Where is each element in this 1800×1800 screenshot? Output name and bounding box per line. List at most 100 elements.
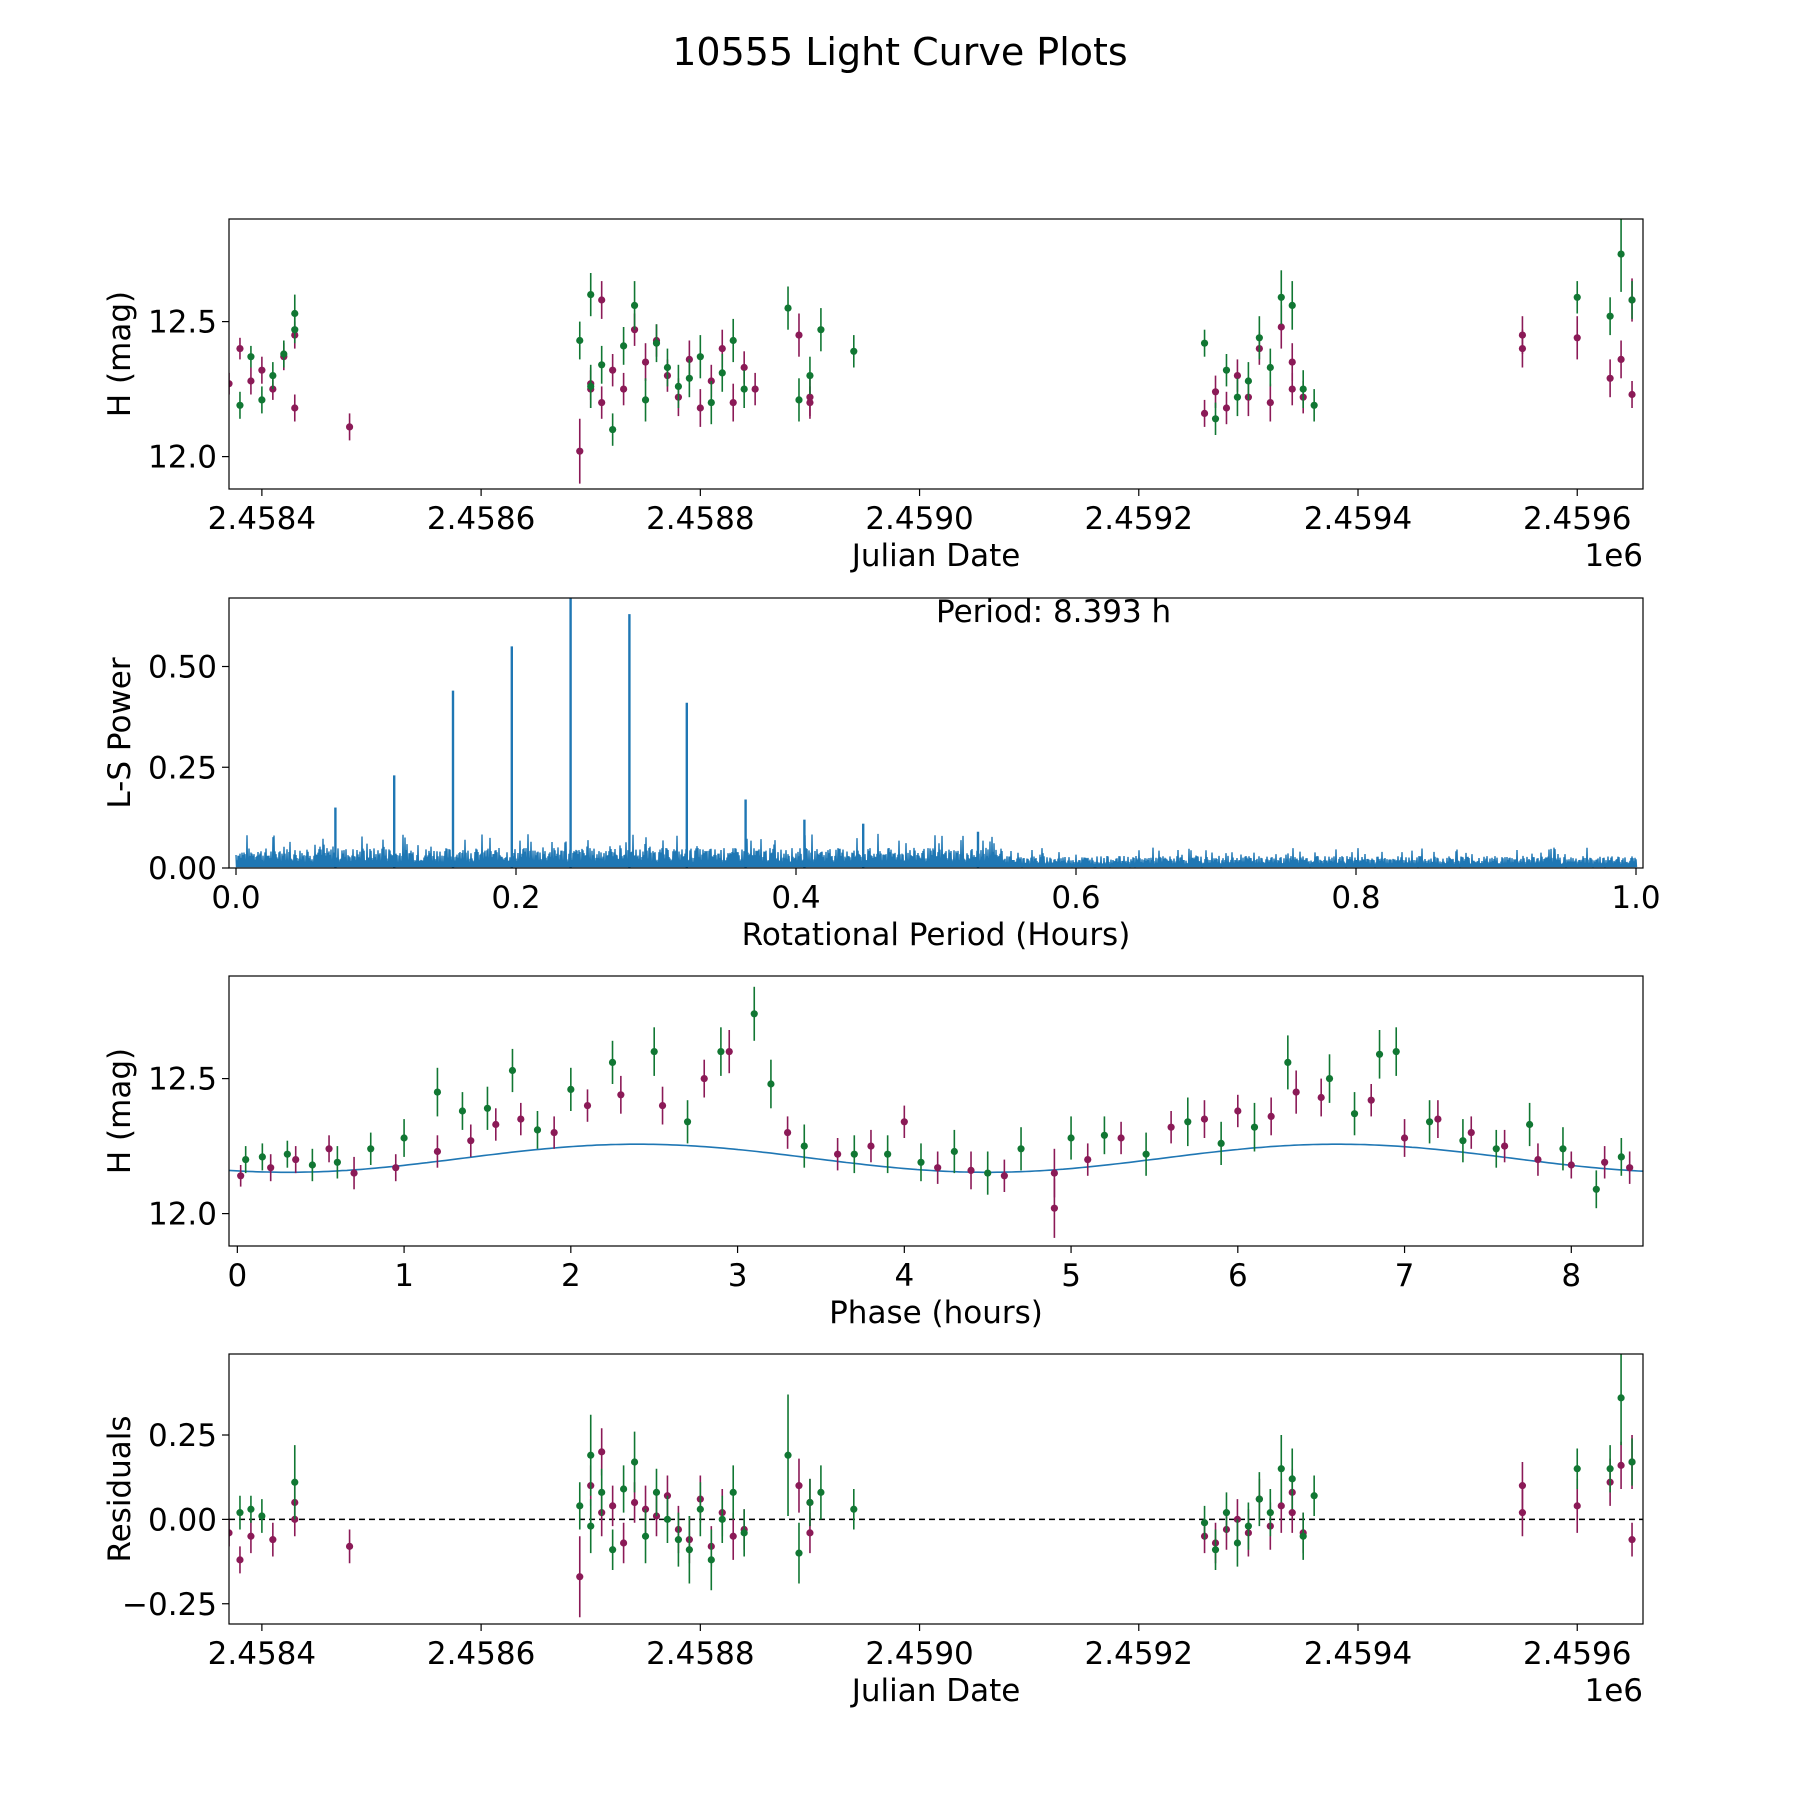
data-point	[1617, 250, 1625, 258]
data-point	[707, 399, 715, 407]
data-point	[1628, 296, 1636, 304]
data-point	[1277, 293, 1285, 301]
data-point	[1573, 1502, 1581, 1510]
data-point	[1400, 1134, 1409, 1142]
data-point	[400, 1134, 408, 1142]
x-tick-label: 7	[1395, 1258, 1415, 1294]
x-tick-label: 0.4	[771, 880, 820, 916]
y-tick-label: 12.5	[148, 1062, 217, 1098]
data-point	[587, 1522, 595, 1530]
data-point	[1266, 363, 1274, 372]
data-point	[1434, 1115, 1442, 1123]
data-point	[517, 1115, 525, 1123]
data-point	[583, 1102, 592, 1110]
data-point	[729, 336, 737, 345]
x-tick-label: 0.2	[491, 880, 540, 916]
data-point	[1459, 1137, 1467, 1145]
data-point	[767, 1080, 775, 1088]
y-tick-label: 12.0	[148, 440, 217, 476]
data-point	[1244, 1522, 1252, 1530]
x-tick-label: 2	[561, 1258, 581, 1294]
data-point	[900, 1118, 908, 1126]
data-point	[229, 1529, 233, 1537]
data-point	[683, 1118, 692, 1126]
data-point	[567, 1085, 575, 1093]
data-point	[696, 353, 704, 361]
plot-area-p1	[229, 219, 1636, 484]
x-tick-label: 2.4596	[1523, 1636, 1631, 1672]
data-point	[834, 1150, 842, 1158]
data-point	[236, 1556, 244, 1564]
data-point	[598, 399, 606, 407]
data-point	[630, 301, 639, 309]
data-point	[1299, 385, 1307, 393]
data-point	[806, 372, 814, 380]
data-point	[1617, 355, 1625, 363]
data-point	[1518, 345, 1527, 353]
data-point	[685, 374, 693, 382]
data-point	[1244, 377, 1252, 385]
frame-p3	[228, 975, 1644, 1247]
data-point	[1100, 1131, 1109, 1139]
data-point	[433, 1147, 442, 1156]
data-point	[934, 1164, 942, 1172]
axes-p4: 2.4584 2.4586 2.4588 2.4590 2.4592 2.4594 2.45…	[102, 1415, 1643, 1709]
series-band_b	[242, 986, 1625, 1209]
x-axis-label: Phase (hours)	[829, 1295, 1043, 1331]
data-point	[258, 396, 266, 404]
data-point	[795, 331, 803, 339]
frame-p1	[228, 218, 1644, 490]
data-point	[533, 1126, 542, 1134]
data-point	[784, 1451, 792, 1459]
data-point	[292, 1156, 300, 1164]
data-point	[483, 1104, 492, 1112]
axes-p2: 0.0 0.2 0.4 0.6 0.8 1.0 0.00 0.25 0.50 Rotational…	[102, 650, 1661, 953]
frame-p4	[228, 1353, 1644, 1625]
data-point	[1375, 1050, 1384, 1058]
series-band_b	[236, 219, 1636, 446]
data-point	[884, 1150, 892, 1158]
data-point	[236, 1509, 244, 1517]
data-point	[1617, 1394, 1625, 1402]
x-tick-label: 2.4590	[865, 501, 973, 537]
plot-area-p3	[229, 986, 1643, 1238]
data-point	[620, 1539, 628, 1547]
data-point	[1200, 339, 1209, 347]
data-point	[1628, 390, 1636, 399]
data-point	[740, 385, 748, 393]
frame-p2	[228, 597, 1644, 869]
data-point	[1117, 1134, 1125, 1142]
data-point	[1222, 366, 1231, 374]
data-point	[247, 377, 255, 385]
data-point	[598, 1488, 606, 1496]
data-point	[609, 366, 617, 374]
plot-area-p4	[229, 1354, 1643, 1618]
data-point	[247, 1532, 255, 1540]
data-point	[1277, 1502, 1285, 1510]
data-point	[258, 1153, 266, 1161]
data-point	[598, 296, 606, 304]
data-point	[609, 426, 617, 434]
data-point	[576, 1573, 584, 1581]
data-point	[1492, 1145, 1500, 1153]
periodogram-line	[235, 833, 1638, 868]
data-point	[291, 1478, 299, 1486]
data-point	[806, 1529, 814, 1537]
y-axis-label: H (mag)	[102, 1048, 138, 1174]
x-tick-label: 2.4584	[208, 501, 316, 537]
data-point	[350, 1169, 358, 1177]
data-point	[630, 1458, 639, 1466]
y-tick-label: −0.25	[122, 1587, 217, 1623]
data-point	[1277, 1465, 1285, 1473]
data-point	[229, 380, 233, 388]
x-tick-label: 1	[394, 1258, 414, 1294]
data-point	[325, 1145, 333, 1153]
data-point	[598, 361, 606, 369]
data-point	[658, 1102, 667, 1110]
x-tick-label: 4	[894, 1258, 914, 1294]
data-point	[269, 372, 277, 380]
data-point	[751, 385, 759, 393]
data-point	[783, 1129, 792, 1137]
data-point	[817, 1488, 825, 1496]
